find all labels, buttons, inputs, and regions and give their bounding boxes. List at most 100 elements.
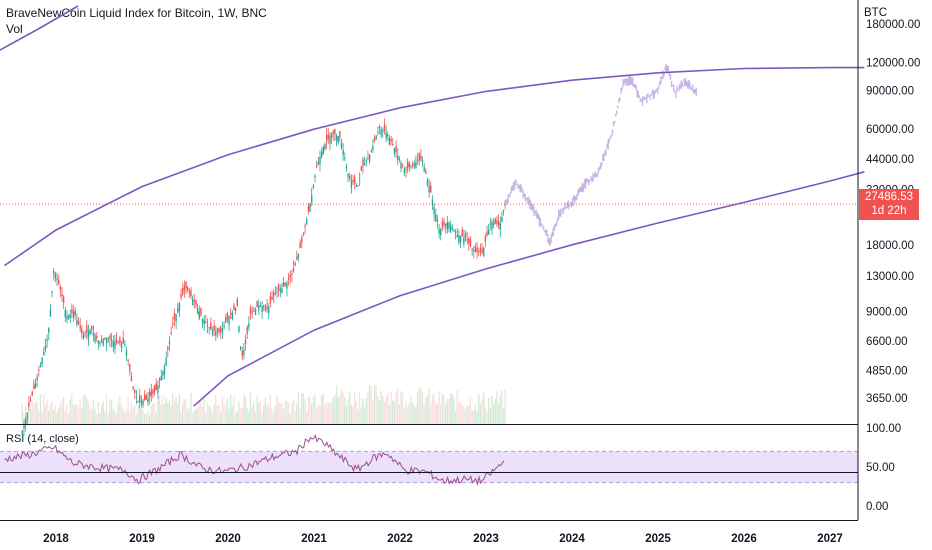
y-tick-label: 9000.00 — [866, 306, 908, 318]
volume-bar — [205, 412, 207, 424]
candle-body — [66, 316, 68, 320]
volume-bar — [347, 399, 349, 424]
volume-bar — [435, 402, 437, 424]
candle-body — [72, 311, 75, 318]
candle-body — [104, 338, 106, 340]
candle-body — [362, 159, 364, 167]
volume-bar — [122, 408, 124, 424]
volume-bar — [56, 411, 58, 424]
candle-body — [155, 383, 157, 390]
volume-bar — [115, 412, 118, 424]
candle-body — [390, 138, 392, 142]
x-tick-label: 2022 — [387, 533, 413, 545]
rsi-label: RSI (14, close) — [6, 433, 79, 445]
candle-body — [143, 394, 146, 401]
candle-body — [335, 135, 338, 141]
volume-bar — [406, 407, 409, 424]
candle-body — [135, 397, 138, 399]
volume-bar — [38, 411, 40, 424]
candle-body — [378, 126, 381, 128]
volume-bar — [301, 393, 303, 424]
volume-bar — [390, 391, 392, 424]
candle-body — [160, 376, 162, 381]
volume-bar — [444, 403, 447, 424]
volume-bar — [137, 405, 139, 424]
candle-body — [451, 227, 453, 229]
volume-bar — [411, 402, 414, 424]
candle-body — [208, 327, 210, 329]
volume-bar — [339, 394, 341, 424]
volume-bar — [370, 385, 372, 424]
candle-body — [483, 247, 485, 256]
candle-body — [74, 310, 76, 316]
volume-bar — [456, 390, 458, 424]
candle-body — [56, 278, 58, 281]
candle-body — [497, 221, 500, 226]
candle-body — [307, 206, 310, 212]
candle-body — [253, 310, 255, 312]
volume-bar — [446, 399, 448, 424]
volume-bar — [448, 399, 450, 424]
volume-bar — [377, 395, 379, 424]
volume-bar — [491, 395, 493, 424]
x-tick-label: 2019 — [129, 533, 155, 545]
volume-bar — [77, 408, 80, 424]
volume-bar — [66, 404, 68, 424]
volume-bar — [168, 400, 171, 424]
candle-body — [196, 308, 199, 314]
volume-bar — [102, 401, 104, 424]
candle-body — [487, 229, 490, 235]
volume-bar — [307, 397, 310, 424]
volume-bar — [120, 403, 123, 424]
volume-bar — [438, 390, 440, 424]
candle-body — [110, 339, 113, 341]
candle-body — [51, 291, 53, 293]
candle-body — [256, 301, 258, 307]
volume-bar — [312, 396, 314, 424]
volume-bar — [67, 413, 70, 424]
candle-body — [264, 308, 267, 311]
candle-body — [249, 307, 252, 315]
volume-bar — [249, 393, 252, 424]
volume-bar — [344, 396, 346, 424]
candle-body — [287, 277, 290, 280]
volume-bar — [315, 407, 318, 424]
volume-bar — [238, 401, 240, 424]
volume-bar — [433, 393, 435, 424]
volume-bar — [239, 408, 242, 424]
volume-bar — [268, 404, 270, 424]
candle-body — [415, 162, 417, 168]
candle-body — [446, 221, 449, 230]
candle-body — [398, 158, 401, 160]
volume-bar — [496, 391, 498, 424]
candle-body — [441, 221, 444, 227]
volume-bar — [152, 403, 154, 424]
candle-body — [383, 124, 386, 132]
candle-body — [79, 324, 81, 329]
volume-bar — [501, 389, 503, 424]
rsi-tick-label: 50.00 — [866, 462, 895, 474]
volume-bar — [82, 395, 85, 424]
candle-body — [269, 296, 272, 304]
candle-body — [352, 180, 354, 183]
candle-body — [177, 308, 179, 313]
volume-bar — [489, 407, 491, 424]
volume-bar — [130, 401, 133, 424]
candle-body — [327, 134, 329, 139]
volume-bar — [367, 390, 369, 424]
volume-bar — [289, 413, 291, 424]
volume-bar — [454, 410, 457, 424]
candle-body — [206, 325, 209, 327]
candle-body — [501, 217, 503, 222]
candle-body — [92, 332, 95, 336]
candle-body — [215, 331, 217, 336]
volume-bar — [158, 395, 161, 424]
candle-body — [367, 157, 369, 159]
volume-bar — [335, 385, 338, 424]
volume-bar — [393, 400, 396, 424]
volume-bar — [405, 401, 407, 424]
candle-body — [380, 129, 382, 135]
volume-bar — [129, 411, 131, 424]
volume-bar — [354, 392, 356, 424]
